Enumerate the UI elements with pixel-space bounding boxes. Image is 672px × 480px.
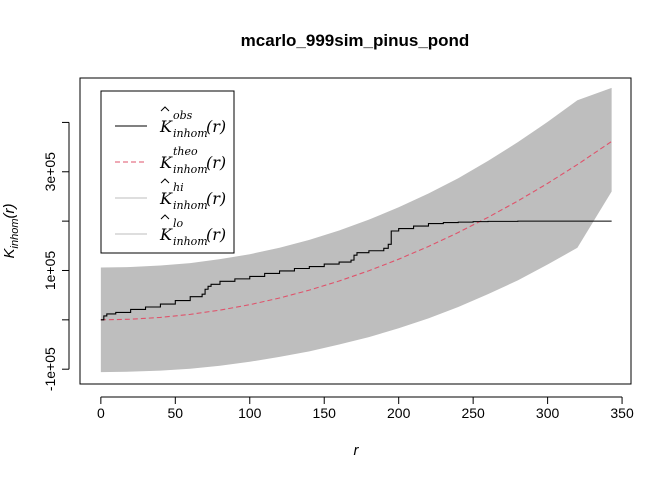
legend-sup: obs	[173, 109, 193, 122]
series-layer	[100, 140, 612, 321]
legend-arg: (r)	[206, 117, 226, 136]
legend-entry-lo: Klo inhom(r)	[159, 214, 226, 248]
legend-box	[100, 90, 235, 254]
x-axis: 0 50 100 150 200 250 300 350	[97, 396, 634, 421]
y-tick-label-text: 1e+05	[42, 251, 58, 291]
x-tick-label: 250	[461, 405, 485, 421]
y-axis-label: Kinhom(r)	[1, 204, 21, 259]
y-axis: -1e+05 1e+05 3e+05	[42, 121, 70, 391]
legend-sup: hi	[173, 181, 184, 194]
y-axis-label-text: Kinhom(r)	[1, 204, 21, 259]
x-tick-label: 100	[238, 405, 262, 421]
legend-sub: inhom	[173, 127, 208, 140]
x-tick-label: 0	[97, 405, 105, 421]
y-axis-label-base: K	[1, 247, 18, 258]
x-tick-label: 300	[536, 405, 560, 421]
legend-arg: (r)	[206, 225, 226, 244]
x-tick-label: 200	[387, 405, 411, 421]
x-tick-label: 50	[168, 405, 184, 421]
series-line-obs	[100, 220, 612, 321]
x-axis-label: r	[354, 442, 360, 459]
y-axis-label-arg: (r)	[1, 204, 18, 219]
y-tick-label: 1e+05	[42, 251, 58, 291]
legend-sup: theo	[173, 145, 198, 158]
chart-title: mcarlo_999sim_pinus_pond	[241, 31, 470, 50]
legend-sub: inhom	[173, 199, 208, 212]
hat-mark	[160, 178, 170, 184]
envelope-band	[100, 87, 612, 373]
hat-mark	[160, 214, 170, 220]
legend-sub: inhom	[173, 163, 208, 176]
y-tick-label: 3e+05	[42, 152, 58, 192]
y-tick-label-text: -1e+05	[42, 347, 58, 391]
y-tick-label-text: 3e+05	[42, 152, 58, 192]
y-tick-label: -1e+05	[42, 347, 58, 391]
legend-base: K	[159, 117, 173, 136]
legend-sup: lo	[173, 217, 184, 230]
legend-entry-hi: Khi inhom(r)	[159, 178, 226, 212]
x-tick-label: 150	[313, 405, 337, 421]
legend-base: K	[159, 153, 173, 172]
legend-base: K	[159, 225, 173, 244]
plot-frame	[79, 77, 632, 385]
hat-mark	[160, 106, 170, 112]
legend-arg: (r)	[206, 189, 226, 208]
legend-arg: (r)	[206, 153, 226, 172]
legend-base: K	[159, 189, 173, 208]
legend-sub: inhom	[173, 235, 208, 248]
series-line-theo	[100, 140, 612, 321]
legend: Kobsinhom(r)Ktheoinhom(r)Khiinhom(r)Kloi…	[100, 90, 235, 254]
envelope-layer	[100, 87, 612, 373]
x-tick-label: 350	[610, 405, 634, 421]
y-axis-label-sub: inhom	[9, 219, 21, 249]
